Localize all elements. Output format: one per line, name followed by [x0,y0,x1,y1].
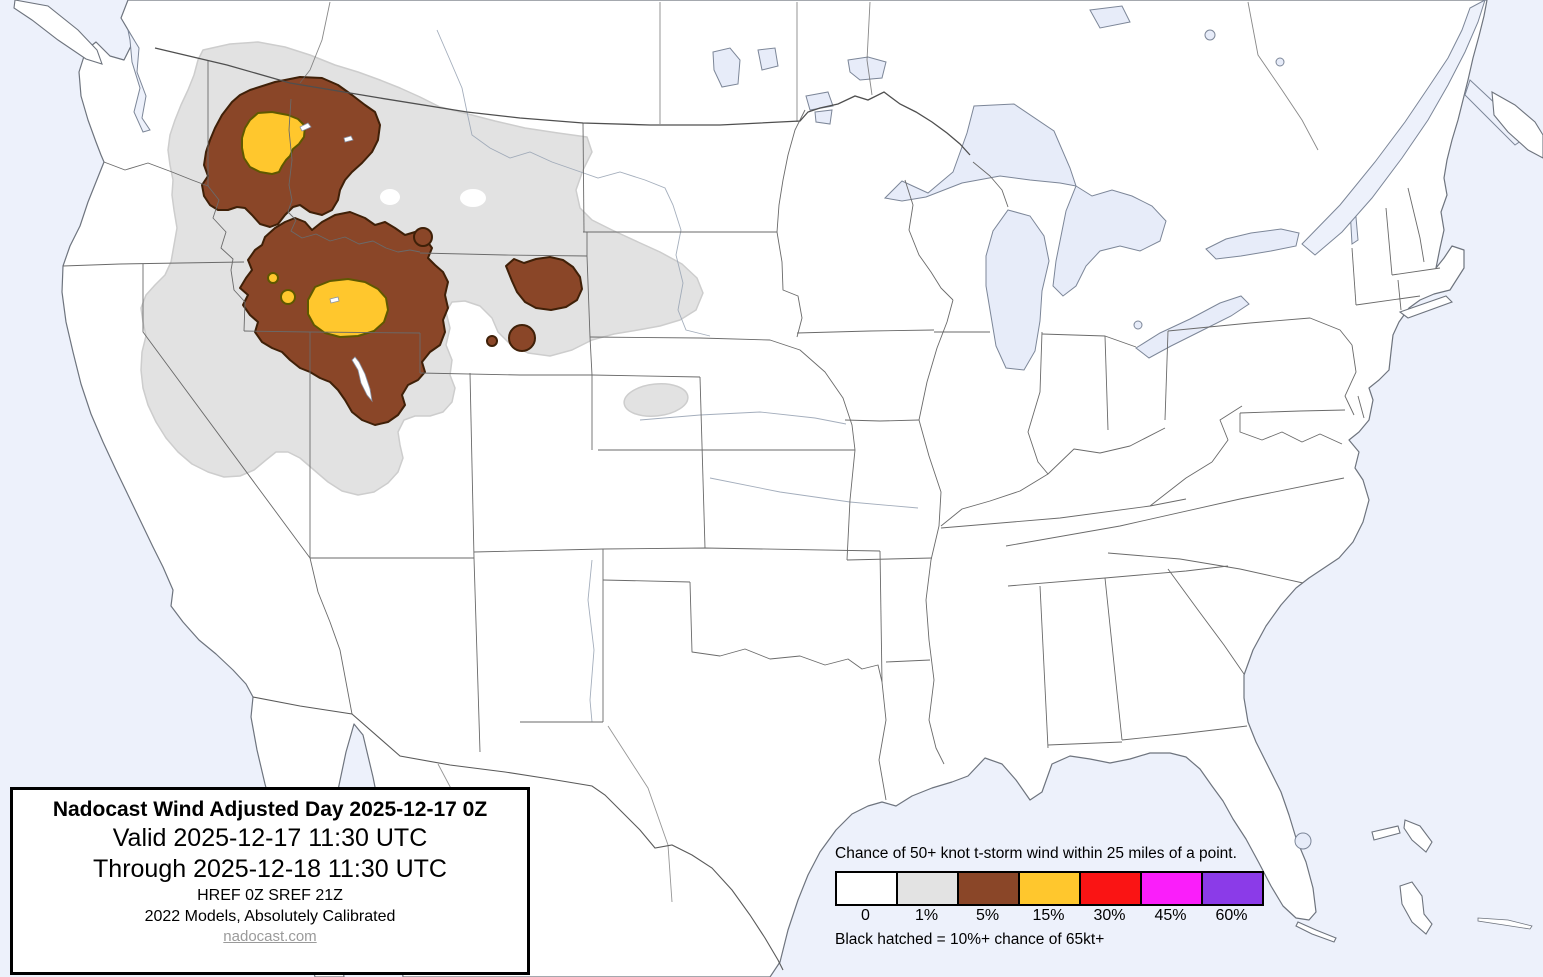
rio-grande-nm [587,559,595,723]
legend-swatch-row [835,871,1264,906]
legend-swatch-5% [957,871,1020,906]
legend-label-row: 0 1% 5% 15% 30% 45% 60% [835,907,1264,925]
contour-15pct-region [241,111,389,338]
legend-swatch-60% [1201,871,1264,906]
legend-bin-label: 45% [1154,907,1187,924]
legend-swatch-30% [1079,871,1142,906]
legend-bin-label: 1% [914,907,939,924]
contour-5pct-dot [508,324,536,352]
arkansas-river [709,477,919,509]
website-line: nadocast.com [13,927,527,947]
nadocast-link[interactable]: nadocast.com [223,928,317,945]
us-canada-border [154,47,971,156]
lake-michigan [985,209,1050,371]
puget-sound [127,29,151,133]
lake-okeechobee [1294,832,1312,850]
lake-winnipegosis [757,47,779,71]
lake-superior [883,103,1077,202]
red-lake [805,91,834,111]
lake-hole [460,189,486,207]
contour-15pct-dot [267,272,279,284]
us-mexico-border [252,696,784,971]
st-lawrence-river [1301,0,1486,256]
platte-river [639,411,847,425]
florida-keys [1295,921,1337,943]
legend-bin-label: 15% [1032,907,1065,924]
great-salt-lake [299,122,373,403]
islands [13,0,1543,943]
legend-bin-label: 30% [1093,907,1126,924]
contour-15pct-dot [280,289,296,305]
valid-time: Valid 2025-12-17 11:30 UTC [112,824,428,852]
andros-island [1399,881,1433,935]
lake-winnipeg [712,47,741,88]
contour-5pct-wyoming-blob [505,256,583,311]
forecast-title: Nadocast Wind Adjusted Day 2025-12-17 0Z [52,798,488,821]
vancouver-island [13,0,103,65]
lake-hole [380,189,400,205]
legend-bin-label: 0 [861,907,870,924]
legend-hatched-note: Black hatched = 10%+ chance of 65kt+ [835,931,1105,948]
probability-legend: Chance of 50+ knot t-storm wind within 2… [835,845,1264,949]
contour-1pct-satellite [623,382,689,418]
contour-15pct-south-core [307,278,389,338]
contour-5pct-dot [413,227,433,247]
nova-scotia [1491,91,1543,159]
legend-swatch-15% [1018,871,1081,906]
eleuthera [1477,917,1533,930]
contour-5pct-dot [486,335,498,347]
rivers [436,29,919,723]
abaco-island [1403,819,1433,853]
legend-bin-label: 60% [1215,907,1248,924]
lake-ontario [1205,228,1300,260]
grand-bahama [1371,825,1401,841]
legend-title: Chance of 50+ knot t-storm wind within 2… [835,845,1237,862]
lakes [712,5,1359,850]
lake-erie [1135,295,1250,359]
legend-swatch-45% [1140,871,1203,906]
legend-swatch-0 [835,871,898,906]
through-time: Through 2025-12-18 11:30 UTC [93,855,447,883]
legend-swatch-1% [896,871,959,906]
lake-st-clair [1133,320,1143,330]
missouri-river [466,111,711,337]
milk-river [436,29,468,113]
model-sources: HREF 0Z SREF 21Z [197,887,343,904]
calibration-note: 2022 Models, Absolutely Calibrated [144,908,396,925]
lake-huron [1052,185,1167,297]
forecast-title-box: Nadocast Wind Adjusted Day 2025-12-17 0Z… [10,787,530,975]
legend-bin-label: 5% [975,907,1000,924]
long-island [1398,295,1453,319]
lake-of-the-woods [847,56,887,81]
